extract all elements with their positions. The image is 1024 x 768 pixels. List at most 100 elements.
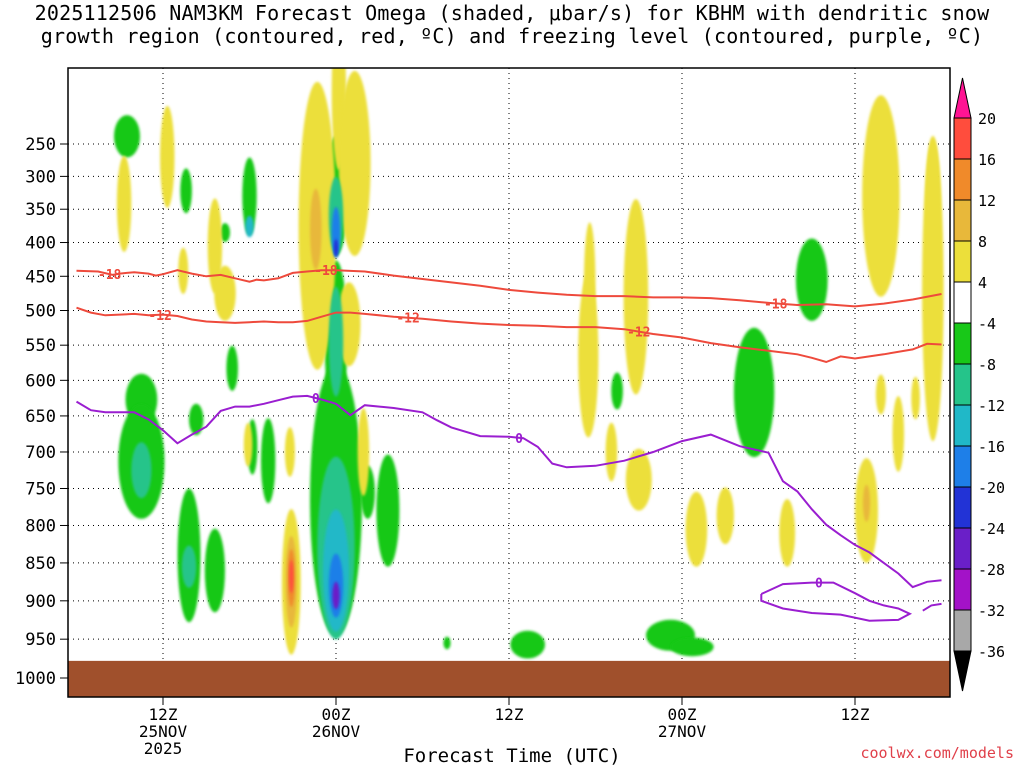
y-tick-label-800: 800 [25, 516, 56, 536]
grid-lines [68, 68, 950, 697]
colorbar-top-arrow [953, 77, 972, 119]
omega-blob-pos-42 [685, 491, 708, 567]
colorbar-box-8 [953, 445, 972, 488]
contour-label-dgz_minus18: -18 [98, 268, 122, 283]
omega-blob-neg-66 [333, 239, 339, 257]
omega-blob-pos-25 [160, 105, 175, 208]
colorbar-label-11: -28 [978, 561, 1005, 579]
omega-blob-pos-58 [310, 188, 322, 270]
omega-blob-pos-44 [779, 499, 796, 567]
contour-label-freezing_0: 0 [515, 432, 523, 447]
axes: 250 300 350 400 450 500 550 600 650 700 750 800 850 9… [15, 135, 870, 758]
omega-blob-neg-9 [242, 157, 257, 235]
omega-blob-pos-40 [605, 422, 618, 482]
x-tick-label-36: 12Z [495, 705, 524, 724]
terrain-layer [68, 660, 950, 697]
omega-blob-neg-52 [131, 442, 152, 499]
omega-blob-pos-46 [862, 95, 900, 297]
x-date-label-24: 26NOV [312, 722, 361, 741]
omega-blob-pos-48 [892, 396, 905, 472]
y-tick-label-450: 450 [25, 267, 56, 287]
omega-blob-pos-38 [578, 273, 599, 438]
colorbar-box-3 [953, 240, 972, 283]
x-axis-title: Forecast Time (UTC) [403, 745, 621, 767]
contour-freezing_0 [75, 394, 942, 589]
x-tick-label-24: 00Z [322, 705, 351, 724]
omega-blob-neg-11 [261, 418, 276, 504]
colorbar-label-4: 4 [978, 274, 987, 292]
omega-blob-pos-27 [207, 198, 223, 294]
colorbar-label-9: -20 [978, 479, 1005, 497]
omega-blob-pos-47 [875, 374, 886, 415]
colorbar-label-6: -8 [978, 356, 996, 374]
y-tick-label-400: 400 [25, 234, 56, 254]
x-tick-label-60: 12Z [841, 705, 870, 724]
omega-blob-neg-0 [114, 115, 140, 158]
colorbar-label-12: -32 [978, 602, 1005, 620]
omega-blob-pos-51 [922, 138, 944, 442]
colorbar-label-2: 12 [978, 192, 996, 210]
title-line-1: 2025112506 NAM3KM Forecast Omega (shaded… [34, 1, 990, 25]
colorbar-label-8: -16 [978, 438, 1005, 456]
omega-blob-pos-43 [716, 487, 734, 545]
x-date-label-12: 25NOV [139, 722, 188, 741]
omega-blob-neg-3 [180, 168, 192, 214]
x-date-label-48: 27NOV [658, 722, 707, 741]
credit-link[interactable]: coolwx.com/models [860, 744, 1014, 762]
contour-label-dgz_minus18: -18 [764, 297, 788, 312]
contour-label-freezing_0: 0 [312, 392, 320, 407]
colorbar-bottom-arrow [953, 650, 972, 692]
contour-dgz_minus12 [76, 306, 942, 364]
omega-blob-pos-65 [289, 559, 294, 594]
colorbar-box-2 [953, 199, 972, 242]
colorbar-box-0 [953, 117, 972, 160]
colorbar-box-11 [953, 568, 972, 611]
omega-blob-pos-59 [862, 484, 871, 522]
omega-blob-neg-4 [189, 403, 204, 436]
y-tick-label-850: 850 [25, 554, 56, 574]
colorbar-label-0: 20 [978, 110, 996, 128]
omega-blob-pos-36 [357, 408, 370, 496]
omega-blob-neg-60 [245, 215, 254, 238]
colorbar-box-9 [953, 486, 972, 529]
y-tick-label-500: 500 [25, 302, 56, 322]
contour-label-freezing_0_low: 0 [815, 577, 823, 592]
contour-label-dgz_minus12: -12 [396, 312, 419, 327]
colorbar-label-3: 8 [978, 233, 987, 251]
colorbar-label-5: -4 [978, 315, 996, 333]
omega-shading [114, 68, 944, 659]
colorbar-label-13: -36 [978, 643, 1005, 661]
omega-blob-neg-21 [670, 637, 714, 657]
y-tick-label-950: 950 [25, 630, 56, 650]
y-tick-label-250: 250 [25, 135, 56, 155]
omega-blob-neg-7 [220, 223, 230, 242]
omega-blob-neg-8 [226, 345, 238, 391]
omega-blob-neg-19 [611, 372, 623, 410]
contour-dgz_minus18 [76, 269, 942, 308]
y-tick-label-550: 550 [25, 336, 56, 356]
omega-blob-neg-67 [332, 581, 340, 610]
contour-label-dgz_minus12: -12 [627, 326, 650, 341]
omega-blob-neg-23 [795, 238, 828, 321]
omega-blob-pos-28 [214, 265, 236, 321]
omega-blob-neg-63 [331, 207, 341, 258]
omega-blob-neg-17 [443, 636, 451, 650]
omega-blob-pos-41 [625, 448, 652, 511]
omega-blob-neg-55 [328, 286, 344, 397]
colorbar: 20 16 12 8 4 -4 -8 -12 -16 -20 -24 -28 -32 -36 [953, 77, 1005, 692]
colorbar-label-7: -12 [978, 397, 1005, 415]
terrain-fill [68, 660, 950, 697]
x-year-label-12: 2025 [144, 739, 183, 758]
contour-freezing_0_small [922, 602, 942, 612]
colorbar-box-5 [953, 322, 972, 365]
contour-lines: -18 -18 -18 -12 -12 -12 0 0 0 [75, 264, 942, 622]
omega-blob-neg-6 [204, 528, 225, 613]
plot-frame [67, 67, 951, 698]
omega-blob-pos-29 [243, 422, 253, 467]
y-tick-label-300: 300 [25, 167, 56, 187]
omega-blob-neg-16 [376, 454, 400, 567]
y-tick-label-750: 750 [25, 480, 56, 500]
colorbar-box-12 [953, 609, 972, 652]
omega-blob-pos-31 [284, 427, 295, 477]
